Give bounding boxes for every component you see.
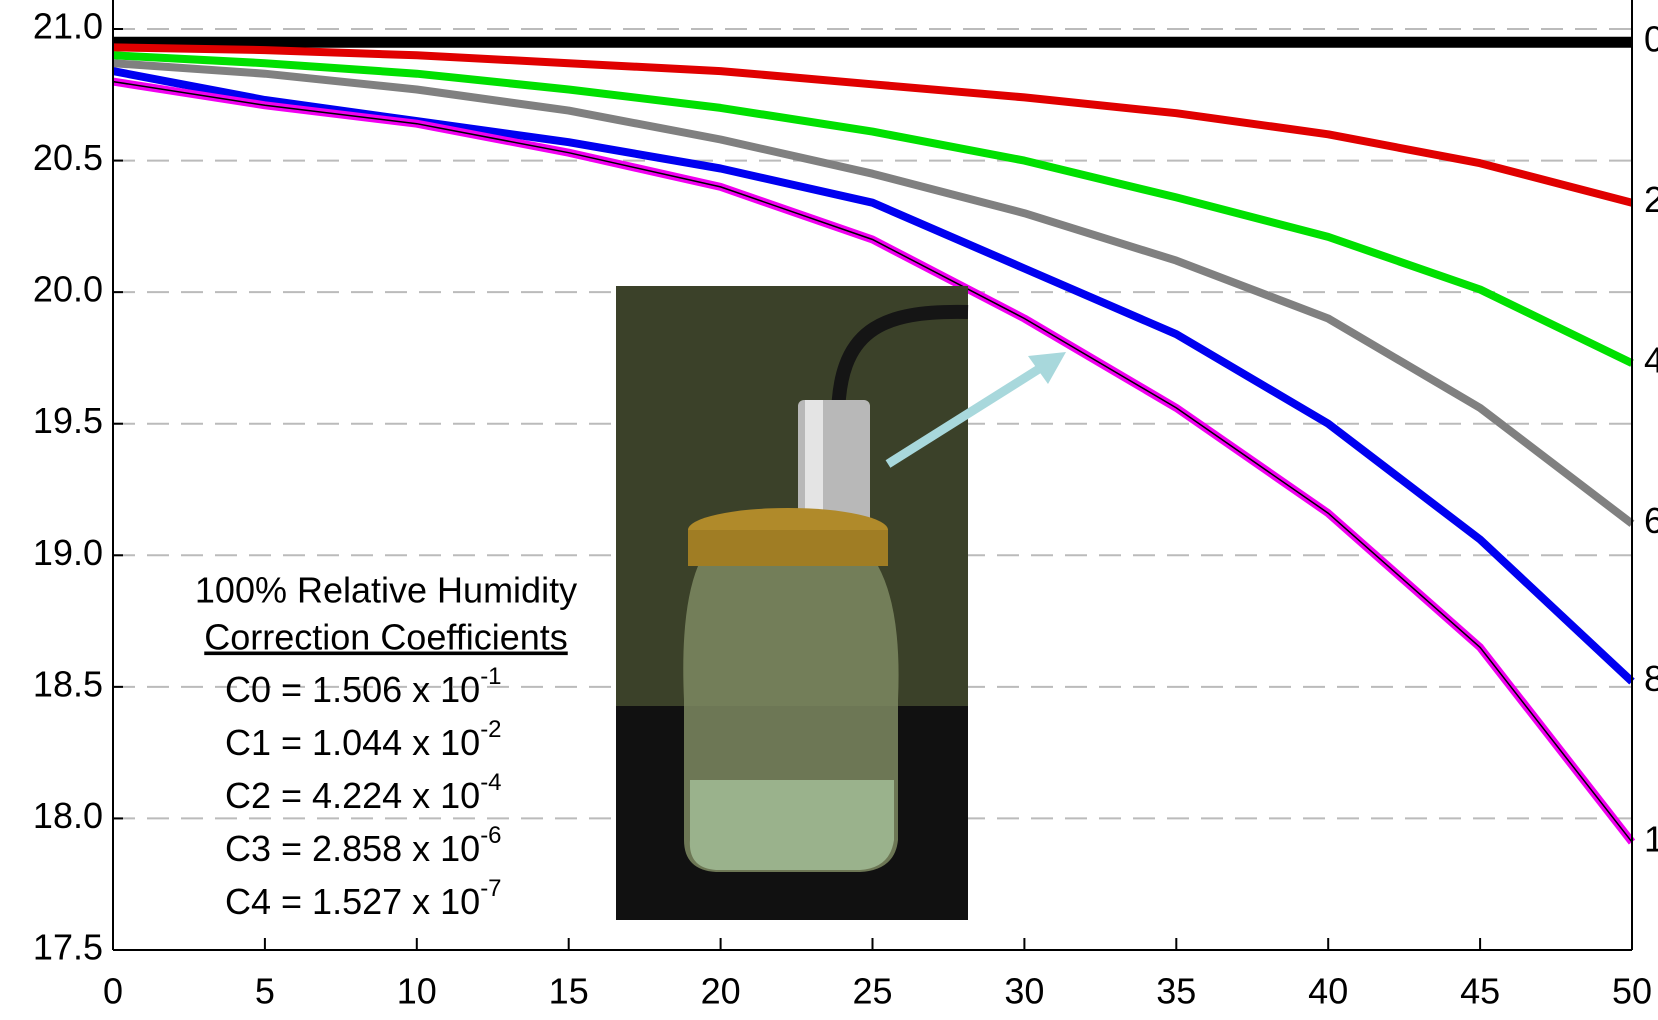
- y-tick-label: 21.0: [33, 6, 103, 47]
- annotation: 100% Relative Humidity Correction Coeffi…: [195, 570, 577, 922]
- coefficient: C4 = 1.527 x 10-7: [225, 875, 502, 921]
- x-tick-label: 30: [1004, 971, 1044, 1012]
- coefficient-exponent: -1: [480, 663, 501, 690]
- annotation-title: 100% Relative Humidity: [195, 570, 577, 611]
- coefficient: C2 = 4.224 x 10-4: [225, 769, 502, 815]
- x-tick-label: 15: [549, 971, 589, 1012]
- x-tick-label: 5: [255, 971, 275, 1012]
- fit-line: [112, 80, 1633, 843]
- coefficient: C0 = 1.506 x 10-1: [225, 663, 502, 709]
- x-tick-label: 25: [852, 971, 892, 1012]
- x-tick-label: 45: [1460, 971, 1500, 1012]
- y-tick-label: 20.0: [33, 269, 103, 310]
- x-tick-label: 50: [1612, 971, 1652, 1012]
- coefficient-exponent: -2: [480, 716, 501, 743]
- y-tick-label: 18.0: [33, 795, 103, 836]
- y-tick-label: 19.5: [33, 400, 103, 441]
- x-tick-label: 0: [103, 971, 123, 1012]
- series-line: [112, 43, 1634, 207]
- arrow-head: [1028, 352, 1066, 384]
- coefficient-text: C0 = 1.506 x 10: [225, 669, 480, 710]
- y-tick-label: 20.5: [33, 137, 103, 178]
- y-tick-label: 18.5: [33, 663, 103, 704]
- coefficient-exponent: -6: [480, 822, 501, 849]
- arrow-shaft: [885, 358, 1053, 468]
- x-tick-label: 10: [397, 971, 437, 1012]
- coefficient-text: C3 = 2.858 x 10: [225, 828, 480, 869]
- series-line: [112, 51, 1634, 367]
- series-label: 4: [1644, 340, 1658, 381]
- series-label: 6: [1644, 500, 1658, 541]
- coefficient: C3 = 2.858 x 10-6: [225, 822, 502, 868]
- y-tick-label: 19.0: [33, 532, 103, 573]
- series-label: 2: [1644, 179, 1658, 220]
- y-tick-label: 17.5: [33, 927, 103, 968]
- coefficient-text: C1 = 1.044 x 10: [225, 722, 480, 763]
- series-label: 8: [1644, 658, 1658, 699]
- photo: [616, 286, 969, 920]
- annotation-subtitle: Correction Coefficients: [204, 617, 568, 658]
- series-label: 1: [1644, 819, 1658, 860]
- series-line: [112, 59, 1635, 527]
- coefficient-text: C2 = 4.224 x 10: [225, 775, 480, 816]
- coefficient-exponent: -7: [480, 875, 501, 902]
- series-label: 0: [1644, 19, 1658, 60]
- coefficient-exponent: -4: [480, 769, 501, 796]
- lines: [112, 36, 1636, 845]
- coefficient: C1 = 1.044 x 10-2: [225, 716, 502, 762]
- x-tick-label: 35: [1156, 971, 1196, 1012]
- x-tick-label: 40: [1308, 971, 1348, 1012]
- x-tick-label: 20: [701, 971, 741, 1012]
- coefficient-text: C4 = 1.527 x 10: [225, 881, 480, 922]
